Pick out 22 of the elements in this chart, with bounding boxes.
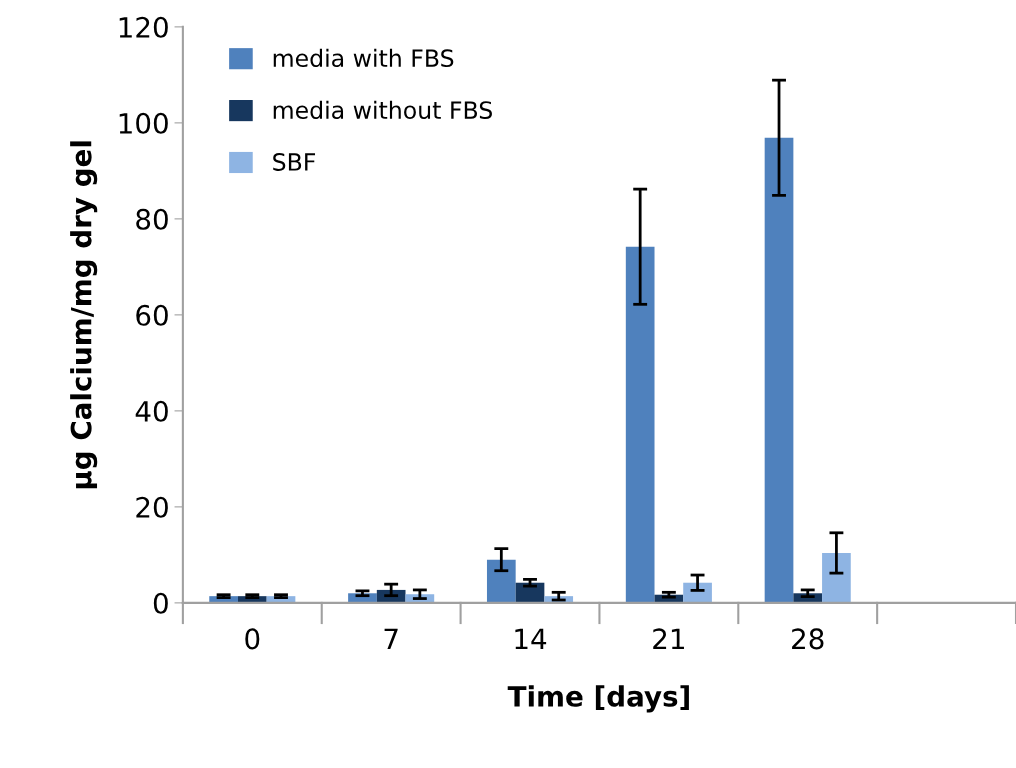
y-tick-label: 20 (136, 496, 168, 518)
x-tick-label: 28 (792, 628, 824, 650)
y-tick-label: 100 (119, 112, 168, 134)
y-tick-label: 0 (153, 592, 168, 614)
bar (625, 246, 655, 603)
x-tick-label: 0 (245, 628, 260, 650)
x-tick-label: 21 (653, 628, 684, 649)
legend-label: media without FBS (273, 100, 492, 120)
y-tick-label: 40 (135, 400, 168, 422)
bar (764, 137, 794, 603)
y-tick-label: 60 (136, 304, 168, 326)
bar (515, 582, 545, 603)
x-axis-title: Time [days] (507, 685, 689, 713)
x-tick-label: 14 (515, 628, 547, 649)
y-tick-label: 80 (136, 208, 168, 230)
legend-label: media with FBS (273, 48, 454, 68)
y-axis-title: µg Calcium/mg dry gel (70, 141, 98, 489)
bar (822, 552, 851, 603)
bar (486, 559, 516, 603)
x-tick-label: 7 (384, 628, 398, 649)
legend-label: SBF (273, 153, 316, 171)
y-tick-label: 120 (119, 16, 168, 38)
